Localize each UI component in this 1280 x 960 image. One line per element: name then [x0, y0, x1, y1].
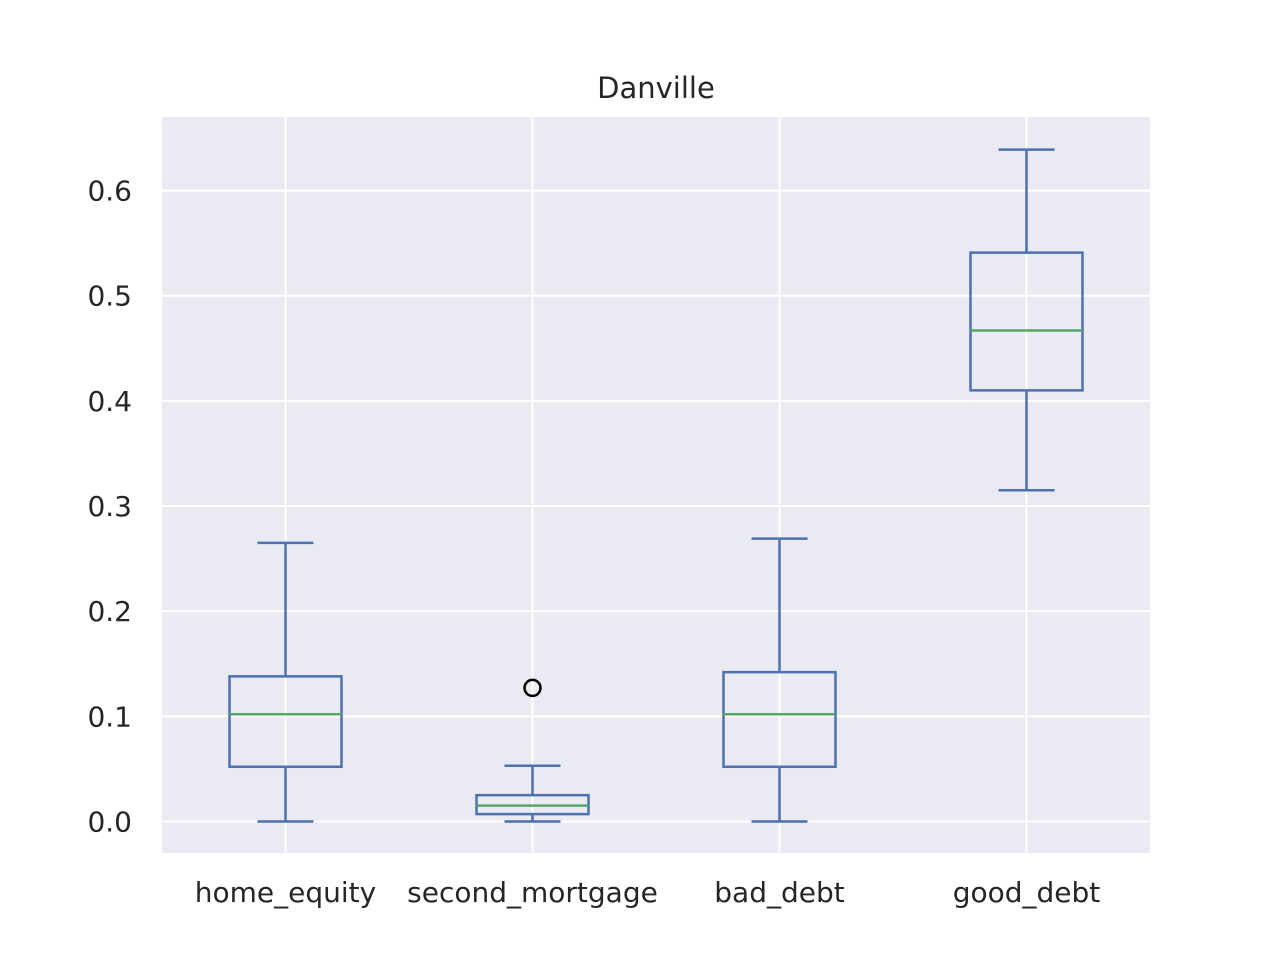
box-good_debt [969, 148, 1084, 492]
x-tick-label: good_debt [953, 876, 1101, 909]
y-tick-label: 0.1 [87, 700, 132, 733]
box-second_mortgage [475, 678, 590, 823]
y-tick-label: 0.5 [87, 280, 132, 313]
y-tick-label: 0.2 [87, 595, 132, 628]
y-tick-label: 0.6 [87, 175, 132, 208]
iqr-box [722, 670, 837, 769]
box-bad_debt [722, 537, 837, 823]
iqr-box [969, 251, 1084, 392]
x-tick-label: second_mortgage [407, 876, 658, 909]
outlier-point [523, 678, 542, 698]
iqr-box [228, 675, 343, 769]
y-tick-label: 0.4 [87, 385, 132, 418]
y-tick-label: 0.3 [87, 490, 132, 523]
x-tick-label: bad_debt [714, 876, 844, 909]
tick-labels: 0.0 0.1 0.2 0.3 0.4 0.5 0.6 home_equity second_m… [87, 175, 1100, 909]
y-tick-label: 0.0 [87, 805, 132, 838]
x-tick-label: home_equity [195, 876, 376, 909]
box-series [228, 148, 1084, 823]
chart-title: Danville [597, 71, 715, 105]
plot-area [162, 117, 1150, 853]
box-home_equity [228, 541, 343, 823]
